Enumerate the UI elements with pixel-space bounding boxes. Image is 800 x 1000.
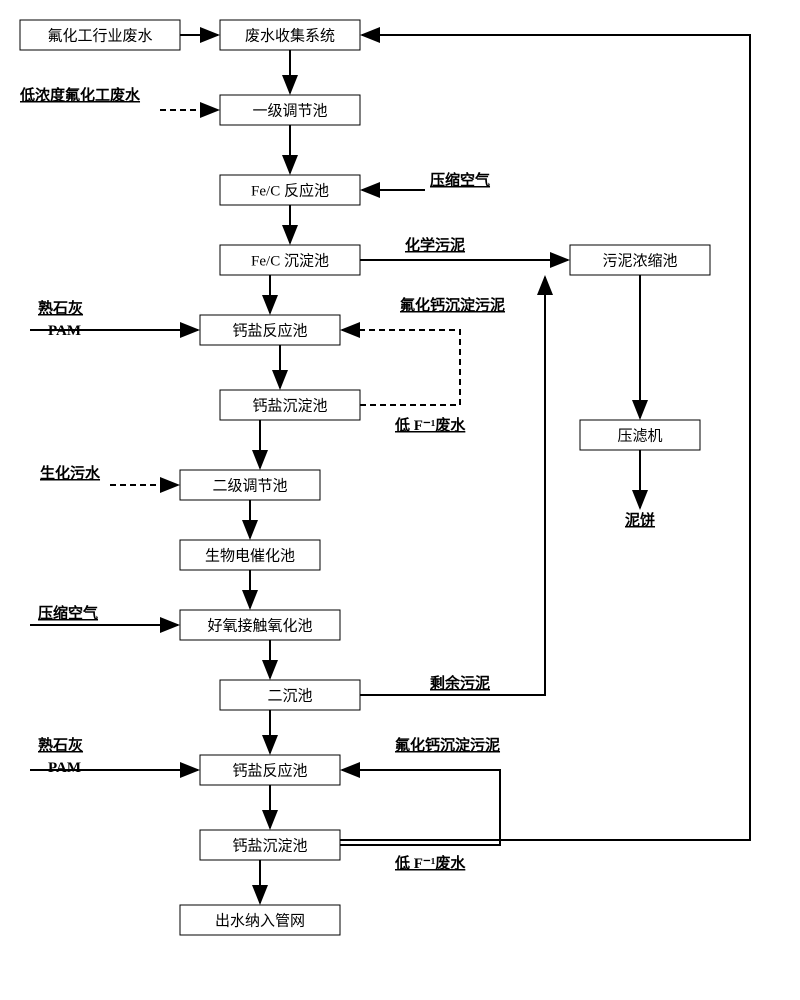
svg-text:好氧接触氧化池: 好氧接触氧化池 <box>207 617 312 634</box>
node-calcium-reaction-1: 钙盐反应池 <box>200 315 340 345</box>
node-filter-press: 压滤机 <box>580 420 700 450</box>
node-fec-settling: Fe/C 沉淀池 <box>220 245 360 275</box>
svg-text:Fe/C 沉淀池: Fe/C 沉淀池 <box>251 252 329 269</box>
label-compressed-air-2: 压缩空气 <box>38 604 98 622</box>
node-secondary-adjust: 二级调节池 <box>180 470 320 500</box>
node-calcium-settling-1: 钙盐沉淀池 <box>220 390 360 420</box>
svg-text:生物电催化池: 生物电催化池 <box>205 547 295 564</box>
node-primary-adjust: 一级调节池 <box>220 95 360 125</box>
svg-text:钙盐反应池: 钙盐反应池 <box>232 321 307 339</box>
edge-n11-n15 <box>360 277 545 695</box>
svg-text:污泥浓缩池: 污泥浓缩池 <box>602 252 677 269</box>
label-bio-sewage: 生化污水 <box>40 464 101 482</box>
svg-text:压滤机: 压滤机 <box>617 427 662 444</box>
node-fec-reaction: Fe/C 反应池 <box>220 175 360 205</box>
node-bio-electro: 生物电催化池 <box>180 540 320 570</box>
label-caf-sludge-2: 氟化钙沉淀污泥 <box>395 736 500 754</box>
node-collection-system: 废水收集系统 <box>220 20 360 50</box>
node-aerobic-contact: 好氧接触氧化池 <box>180 610 340 640</box>
svg-text:废水收集系统: 废水收集系统 <box>245 27 335 44</box>
svg-text:氟化工行业废水: 氟化工行业废水 <box>47 27 152 44</box>
svg-text:出水纳入管网: 出水纳入管网 <box>215 912 305 929</box>
edge-n13-n12-return <box>340 770 500 845</box>
svg-text:一级调节池: 一级调节池 <box>252 102 327 119</box>
node-industry-wastewater: 氟化工行业废水 <box>20 20 180 50</box>
label-excess-sludge: 剩余污泥 <box>430 674 490 692</box>
svg-text:Fe/C 反应池: Fe/C 反应池 <box>251 181 329 199</box>
svg-text:钙盐沉淀池: 钙盐沉淀池 <box>232 837 307 854</box>
svg-text:钙盐沉淀池: 钙盐沉淀池 <box>252 397 327 414</box>
label-low-f-1: 低 F⁻¹废水 <box>394 416 466 434</box>
label-low-conc: 低浓度氟化工废水 <box>19 86 141 104</box>
svg-text:二沉池: 二沉池 <box>267 687 312 704</box>
label-chem-sludge: 化学污泥 <box>405 236 465 254</box>
node-calcium-reaction-2: 钙盐反应池 <box>200 755 340 785</box>
node-sludge-thickener: 污泥浓缩池 <box>570 245 710 275</box>
label-mud-cake: 泥饼 <box>625 511 655 529</box>
flowchart-canvas: 氟化工行业废水 废水收集系统 一级调节池 Fe/C 反应池 Fe/C 沉淀池 钙… <box>0 0 800 1000</box>
label-caf-sludge-1: 氟化钙沉淀污泥 <box>400 296 505 314</box>
node-secondary-settling: 二沉池 <box>220 680 360 710</box>
svg-text:钙盐反应池: 钙盐反应池 <box>232 761 307 779</box>
label-low-f-2: 低 F⁻¹废水 <box>394 854 466 872</box>
label-lime-1: 熟石灰 <box>38 299 83 317</box>
label-pam-2: PAM <box>48 760 81 776</box>
label-pam-1: PAM <box>48 323 81 339</box>
label-lime-2: 熟石灰 <box>38 736 83 754</box>
node-calcium-settling-2: 钙盐沉淀池 <box>200 830 340 860</box>
label-compressed-air-1: 压缩空气 <box>430 171 490 189</box>
svg-text:二级调节池: 二级调节池 <box>212 477 287 494</box>
node-pipe-network: 出水纳入管网 <box>180 905 340 935</box>
